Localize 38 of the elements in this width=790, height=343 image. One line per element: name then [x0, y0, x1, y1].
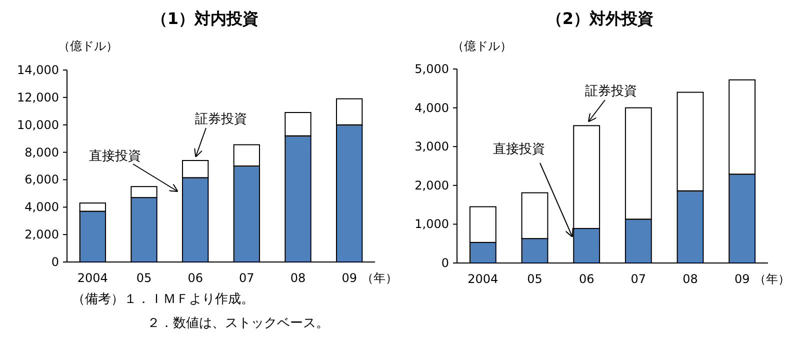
y-tick-label: 0: [51, 255, 59, 269]
x-tick-label: 09: [342, 271, 357, 285]
y-axis-title: （億ドル）: [58, 39, 118, 53]
y-tick-label: 6,000: [24, 172, 59, 187]
x-tick-label: 2004: [468, 272, 498, 286]
chart-title: （1）対内投資: [151, 9, 259, 28]
y-tick-label: 5,000: [414, 62, 449, 76]
x-tick-label: 06: [188, 271, 203, 285]
y-tick-label: 4,000: [24, 200, 59, 214]
x-tick-label: 08: [290, 271, 306, 285]
y-tick-label: 8,000: [24, 145, 59, 160]
x-tick-label: 09: [734, 272, 750, 286]
y-tick-label: 10,000: [17, 118, 59, 132]
y-tick-label: 2,000: [414, 178, 449, 192]
series-label: 証券投資: [195, 112, 247, 127]
y-tick-label: 14,000: [17, 63, 59, 77]
chart-title: （2）対外投資: [546, 9, 654, 28]
x-tick-label: 05: [527, 272, 542, 286]
text: ２．数値は、ストックベース。: [147, 316, 329, 331]
x-tick-label: 07: [630, 272, 646, 286]
x-tick-label: 06: [578, 272, 594, 286]
y-axis-title: （億ドル）: [452, 39, 512, 53]
x-axis-title: （年）: [361, 271, 398, 285]
x-tick-label: 05: [136, 271, 152, 285]
y-tick-label: 0: [441, 256, 449, 270]
y-tick-label: 2,000: [24, 228, 59, 242]
y-tick-label: 1,000: [414, 217, 449, 232]
x-tick-label: 07: [239, 271, 254, 285]
x-tick-label: 08: [682, 272, 698, 286]
text: （備考）１．ＩＭＦより作成。: [72, 292, 254, 307]
y-tick-label: 4,000: [414, 100, 449, 115]
y-tick-label: 12,000: [17, 90, 59, 104]
series-label: 証券投資: [585, 84, 637, 99]
x-axis-title: （年）: [754, 272, 790, 286]
text: 直接投資: [493, 142, 545, 157]
text: 直接投資: [89, 149, 141, 164]
y-tick-label: 3,000: [414, 140, 449, 154]
x-tick-label: 2004: [77, 271, 108, 285]
